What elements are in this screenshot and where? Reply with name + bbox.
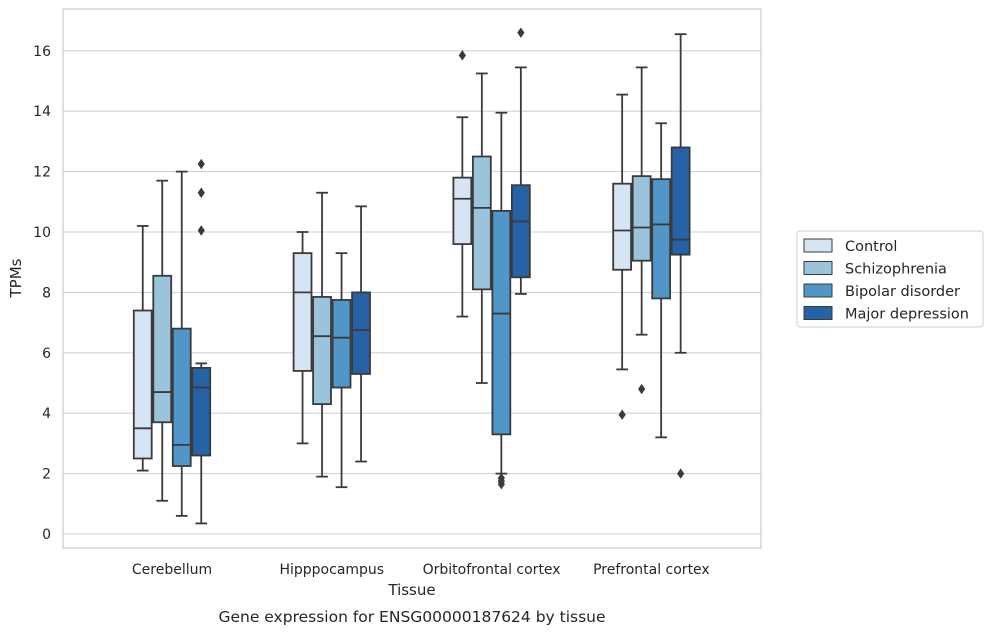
box-iqr (491, 209, 512, 436)
y-tick-label: 0 (42, 527, 51, 543)
y-tick-label: 4 (42, 406, 51, 422)
figure-caption: Gene expression for ENSG00000187624 by t… (218, 608, 605, 626)
box-iqr (191, 366, 212, 457)
box-schizophrenia (152, 179, 173, 502)
box-iqr (631, 175, 652, 262)
box-schizophrenia (471, 72, 492, 384)
box-control (612, 93, 633, 420)
x-tick-label: Cerebellum (132, 562, 212, 578)
outlier-point (677, 468, 685, 479)
box-control (292, 231, 313, 445)
x-tick-label: Hipppocampus (279, 562, 384, 578)
x-tick-labels: Cerebellum Hipppocampus Orbitofrontal cort… (132, 562, 710, 578)
legend-label: Bipolar disorder (845, 284, 960, 300)
box-schizophrenia (631, 66, 652, 395)
box-iqr (612, 182, 633, 271)
box-iqr (651, 178, 672, 300)
outlier-point (458, 50, 466, 61)
legend-label: Major depression (845, 307, 969, 323)
box-bipolar-disorder (491, 111, 512, 490)
legend-frame (796, 230, 984, 328)
plot-frame (62, 8, 762, 549)
box-control (452, 50, 473, 318)
y-tick-label: 12 (33, 165, 51, 181)
outlier-point (638, 383, 646, 395)
x-tick-label: Orbitofrontal cortex (423, 562, 561, 578)
y-tick-labels: 0 2 4 6 8 10 12 14 16 (33, 44, 51, 543)
box-control (132, 225, 153, 472)
box-iqr (312, 296, 332, 406)
box-iqr (331, 299, 352, 389)
box-iqr (132, 309, 153, 460)
box-iqr (292, 252, 313, 372)
x-tick-label: Prefrontal cortex (593, 562, 710, 578)
box-iqr (452, 176, 473, 245)
x-axis-title: Tissue (387, 581, 435, 599)
y-axis-title: TPMs (7, 258, 25, 298)
outlier-point (197, 158, 205, 170)
outlier-point (517, 27, 525, 38)
y-tick-label: 2 (42, 467, 51, 483)
outlier-point (197, 187, 205, 198)
box-iqr (351, 291, 371, 375)
box-bipolar-disorder (651, 122, 672, 439)
legend-label: Control (845, 239, 897, 255)
outlier-point (197, 225, 205, 236)
legend-label: Schizophrenia (845, 262, 947, 278)
box-iqr (152, 274, 173, 424)
box-major-depression (191, 158, 212, 525)
boxes-layer (132, 27, 691, 525)
box-bipolar-disorder (331, 252, 352, 489)
box-schizophrenia (312, 191, 332, 478)
box-bipolar-disorder (171, 170, 192, 517)
y-tick-label: 10 (33, 225, 51, 241)
box-iqr (171, 327, 192, 467)
box-major-depression (510, 27, 531, 295)
legend-swatch (803, 238, 833, 253)
box-major-depression (670, 33, 691, 479)
y-tick-label: 6 (42, 346, 51, 362)
legend-swatch (803, 261, 833, 275)
outlier-point (497, 478, 505, 490)
box-iqr (471, 155, 492, 291)
legend: Control Schizophrenia Bipolar disorder Majo… (796, 230, 984, 328)
box-iqr (670, 146, 691, 256)
y-tick-label: 16 (33, 44, 51, 60)
legend-swatch (803, 306, 833, 320)
legend-swatch (803, 283, 833, 298)
box-iqr (510, 184, 531, 279)
y-tick-label: 14 (33, 104, 51, 120)
y-tick-label: 8 (42, 285, 51, 301)
box-major-depression (351, 205, 371, 463)
outlier-point (618, 409, 626, 420)
